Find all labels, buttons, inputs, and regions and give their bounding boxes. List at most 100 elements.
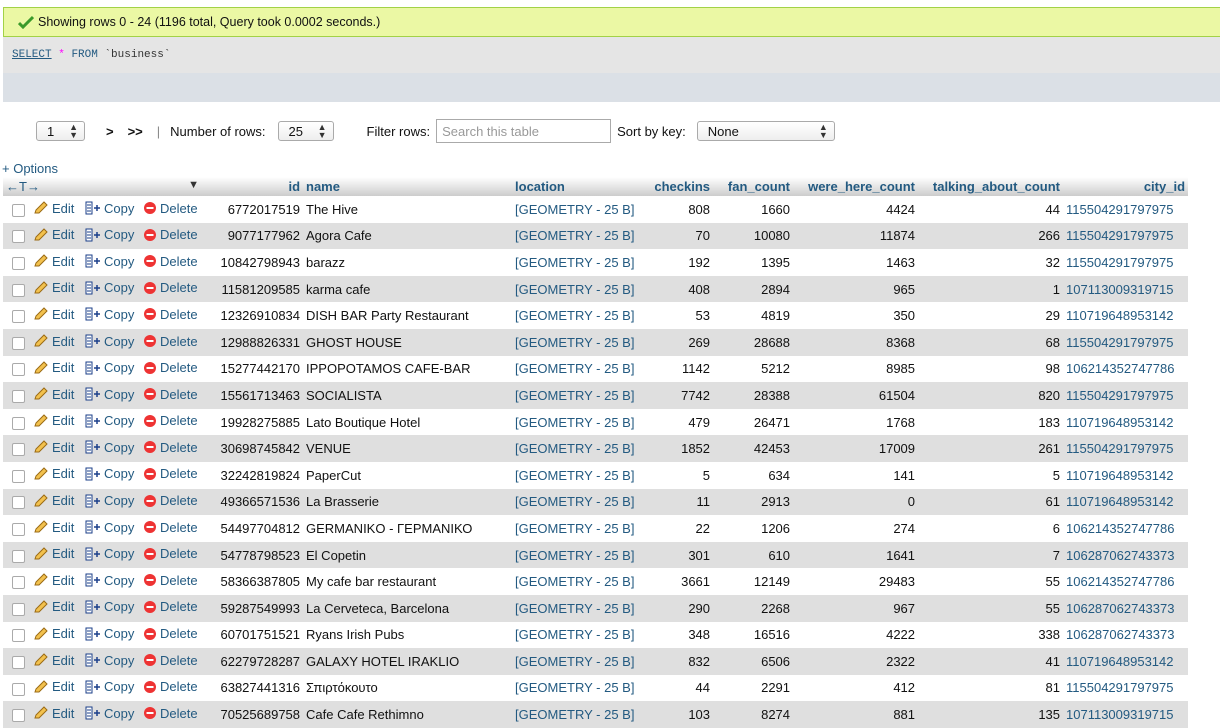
action-delete[interactable]: Delete (143, 227, 198, 242)
row-checkbox[interactable] (12, 469, 25, 483)
cell[interactable]: [GEOMETRY - 25 B] (512, 594, 641, 622)
cell[interactable]: 107113009319715 (1063, 701, 1189, 728)
cell[interactable]: [GEOMETRY - 25 B] (512, 382, 641, 409)
action-delete[interactable]: Delete (143, 334, 198, 349)
cell[interactable]: [GEOMETRY - 25 B] (512, 196, 641, 223)
action-edit[interactable]: Edit (33, 706, 74, 721)
action-copy[interactable]: Copy (85, 706, 134, 721)
action-edit[interactable]: Edit (33, 440, 74, 455)
action-edit[interactable]: Edit (33, 254, 74, 269)
action-copy[interactable]: Copy (85, 679, 134, 694)
action-edit[interactable]: Edit (33, 520, 74, 535)
action-copy[interactable]: Copy (85, 334, 134, 349)
cell[interactable]: [GEOMETRY - 25 B] (512, 648, 641, 675)
cell[interactable]: 110719648953142 (1063, 461, 1189, 489)
action-copy[interactable]: Copy (85, 626, 134, 641)
cell[interactable]: [GEOMETRY - 25 B] (512, 488, 641, 516)
cell[interactable]: [GEOMETRY - 25 B] (512, 515, 641, 542)
action-edit[interactable]: Edit (33, 201, 74, 216)
row-checkbox[interactable] (12, 310, 25, 324)
row-checkbox[interactable] (12, 549, 25, 563)
cell[interactable]: 106214352747786 (1063, 355, 1189, 383)
action-delete[interactable]: Delete (143, 706, 198, 721)
row-checkbox[interactable] (12, 283, 25, 297)
action-edit[interactable]: Edit (33, 227, 74, 242)
row-checkbox[interactable] (12, 522, 25, 536)
row-checkbox[interactable] (12, 655, 25, 669)
action-copy[interactable]: Copy (85, 520, 134, 535)
row-checkbox[interactable] (12, 443, 25, 457)
action-copy[interactable]: Copy (85, 440, 134, 455)
action-delete[interactable]: Delete (143, 573, 198, 588)
sort-select[interactable]: None ▲ ▼ (696, 121, 835, 141)
action-copy[interactable]: Copy (85, 201, 134, 216)
options-link[interactable]: + Options (2, 161, 59, 176)
row-checkbox[interactable] (12, 336, 25, 350)
row-checkbox[interactable] (12, 629, 25, 643)
cell[interactable]: [GEOMETRY - 25 B] (512, 275, 641, 303)
action-delete[interactable]: Delete (143, 307, 198, 322)
action-edit[interactable]: Edit (33, 280, 74, 295)
row-checkbox[interactable] (12, 230, 25, 244)
action-delete[interactable]: Delete (143, 280, 198, 295)
cell[interactable]: [GEOMETRY - 25 B] (512, 222, 641, 250)
action-edit[interactable]: Edit (33, 573, 74, 588)
cell[interactable]: [GEOMETRY - 25 B] (512, 568, 641, 595)
cell[interactable]: 106214352747786 (1063, 568, 1189, 595)
filter-input[interactable]: Search this table (436, 119, 612, 143)
action-delete[interactable]: Delete (143, 626, 198, 641)
action-delete[interactable]: Delete (143, 493, 198, 508)
action-copy[interactable]: Copy (85, 466, 134, 481)
action-edit[interactable]: Edit (33, 413, 74, 428)
row-checkbox[interactable] (12, 363, 25, 377)
cell[interactable]: 115504291797975 (1063, 435, 1189, 462)
action-edit[interactable]: Edit (33, 493, 74, 508)
column-header[interactable]: were_here_count (793, 177, 919, 196)
cell[interactable]: 106287062743373 (1063, 621, 1189, 649)
action-copy[interactable]: Copy (85, 546, 134, 561)
rows-select[interactable]: 25 ▲ ▼ (277, 121, 334, 141)
dropdown-arrow[interactable]: ▼ (188, 179, 200, 191)
action-delete[interactable]: Delete (143, 466, 198, 481)
column-header[interactable]: fan_count (713, 177, 794, 196)
action-copy[interactable]: Copy (85, 254, 134, 269)
action-copy[interactable]: Copy (85, 307, 134, 322)
cell[interactable]: [GEOMETRY - 25 B] (512, 701, 641, 728)
cell[interactable]: 106287062743373 (1063, 594, 1189, 622)
row-checkbox[interactable] (12, 576, 25, 590)
cell[interactable]: 115504291797975 (1063, 196, 1189, 223)
action-edit[interactable]: Edit (33, 679, 74, 694)
cell[interactable]: 110719648953142 (1063, 488, 1189, 516)
action-edit[interactable]: Edit (33, 599, 74, 614)
action-delete[interactable]: Delete (143, 413, 198, 428)
cell[interactable]: [GEOMETRY - 25 B] (512, 541, 641, 569)
action-copy[interactable]: Copy (85, 493, 134, 508)
action-delete[interactable]: Delete (143, 201, 198, 216)
row-checkbox[interactable] (12, 496, 25, 510)
action-copy[interactable]: Copy (85, 280, 134, 295)
action-copy[interactable]: Copy (85, 599, 134, 614)
row-checkbox[interactable] (12, 416, 25, 430)
cell[interactable]: 106287062743373 (1063, 541, 1189, 569)
row-checkbox[interactable] (12, 602, 25, 616)
cell[interactable]: [GEOMETRY - 25 B] (512, 249, 641, 276)
row-checkbox[interactable] (12, 682, 25, 696)
action-delete[interactable]: Delete (143, 546, 198, 561)
action-edit[interactable]: Edit (33, 334, 74, 349)
row-checkbox[interactable] (12, 203, 25, 217)
action-edit[interactable]: Edit (33, 626, 74, 641)
cell[interactable]: [GEOMETRY - 25 B] (512, 302, 641, 329)
row-checkbox[interactable] (12, 257, 25, 271)
cell[interactable]: [GEOMETRY - 25 B] (512, 621, 641, 649)
action-delete[interactable]: Delete (143, 360, 198, 375)
action-copy[interactable]: Copy (85, 360, 134, 375)
column-header[interactable]: talking_about_count (918, 177, 1064, 196)
column-header[interactable]: name (303, 177, 513, 196)
action-edit[interactable]: Edit (33, 546, 74, 561)
action-copy[interactable]: Copy (85, 573, 134, 588)
action-delete[interactable]: Delete (143, 653, 198, 668)
last-button[interactable]: >> (127, 123, 143, 139)
cell[interactable]: 115504291797975 (1063, 328, 1189, 356)
cell[interactable]: 115504291797975 (1063, 249, 1189, 276)
action-delete[interactable]: Delete (143, 520, 198, 535)
